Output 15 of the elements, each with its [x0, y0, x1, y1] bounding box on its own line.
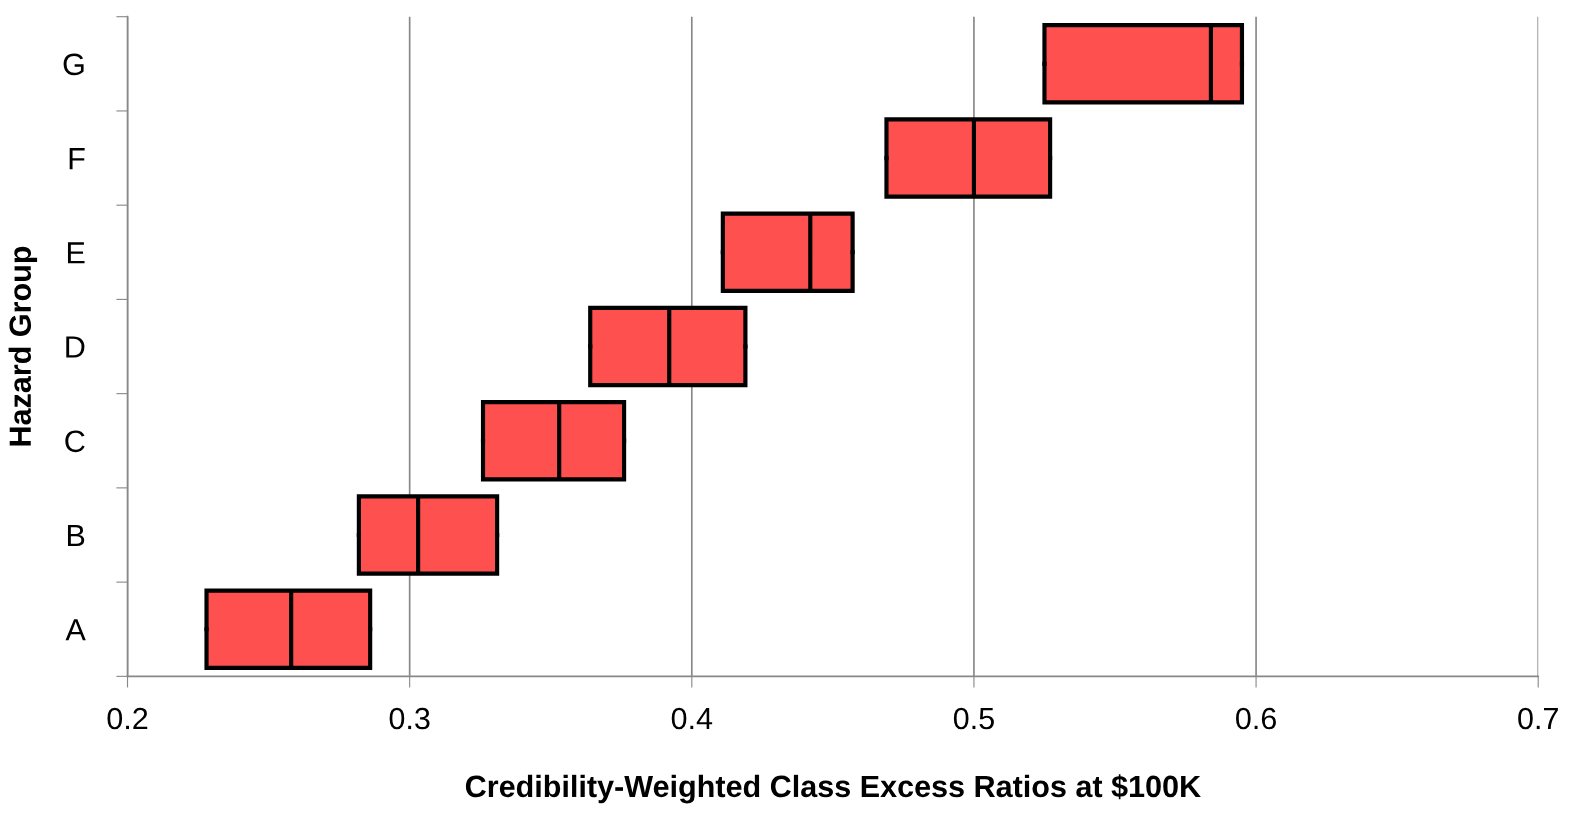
x-axis-title: Credibility-Weighted Class Excess Ratios at $100K: [465, 774, 1201, 804]
x-tick-label: 0.6: [1236, 707, 1276, 730]
x-tick-label: 0.5: [953, 707, 994, 730]
y-axis-title: Hazard Group: [8, 246, 38, 446]
y-tick-label: F: [69, 148, 85, 170]
y-tick-label: G: [63, 53, 84, 76]
y-tick-label: B: [67, 525, 85, 547]
y-tick-label: D: [66, 336, 85, 358]
x-tick-label: 0.7: [1518, 707, 1558, 730]
x-tick-label: 0.2: [107, 707, 148, 730]
x-tick-label: 0.4: [671, 707, 713, 730]
y-tick-label: C: [65, 430, 85, 453]
y-tick-label: A: [65, 619, 86, 641]
y-tick-label: E: [67, 242, 85, 264]
x-tick-label: 0.3: [389, 707, 430, 730]
